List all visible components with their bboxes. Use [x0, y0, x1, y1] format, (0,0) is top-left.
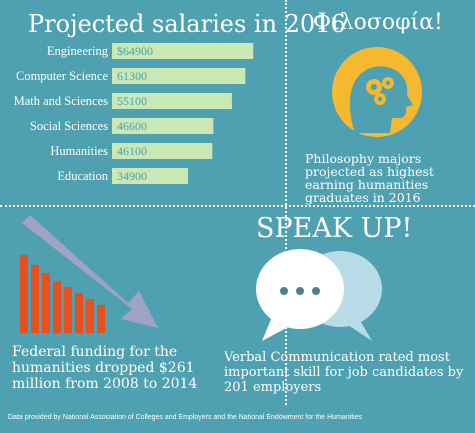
horizontal-divider — [0, 205, 475, 207]
salary-bar-chart: Engineering $64900 Computer Science 61300 Ma… — [14, 43, 254, 184]
bar — [112, 168, 188, 184]
value-label: 46600 — [117, 119, 147, 133]
bar — [112, 118, 214, 134]
bar — [112, 43, 254, 59]
data-source-footer: Data provided by National Association of… — [8, 414, 363, 421]
value-label: $64900 — [117, 44, 153, 58]
value-label: 34900 — [117, 169, 147, 183]
bar — [112, 93, 232, 109]
category-label: Humanities — [50, 144, 108, 158]
bar — [112, 143, 213, 159]
philosophy-caption: Philosophy majors projected as highest e… — [305, 151, 434, 205]
speak-up-title: SPEAK UP! — [256, 213, 413, 244]
chart-title: Projected salaries in 2016 — [28, 10, 346, 38]
philosophy-title: Φιλοσοφία! — [313, 10, 443, 35]
category-label: Computer Science — [16, 69, 108, 83]
category-label: Math and Sciences — [14, 94, 109, 108]
head-gears-icon — [332, 47, 422, 137]
category-label: Education — [57, 169, 108, 183]
category-label: Social Sciences — [30, 119, 108, 133]
value-label: 55100 — [117, 94, 147, 108]
value-label: 46100 — [117, 144, 147, 158]
category-label: Engineering — [47, 44, 109, 58]
vertical-divider — [285, 0, 287, 405]
funding-caption: Federal funding for the humanities dropp… — [12, 344, 198, 392]
speech-bubbles-icon — [256, 249, 382, 341]
bar — [112, 68, 246, 84]
declining-bars-arrow-icon — [20, 215, 158, 333]
value-label: 61300 — [117, 69, 147, 83]
speak-up-caption: Verbal Communication rated most importan… — [224, 350, 464, 395]
